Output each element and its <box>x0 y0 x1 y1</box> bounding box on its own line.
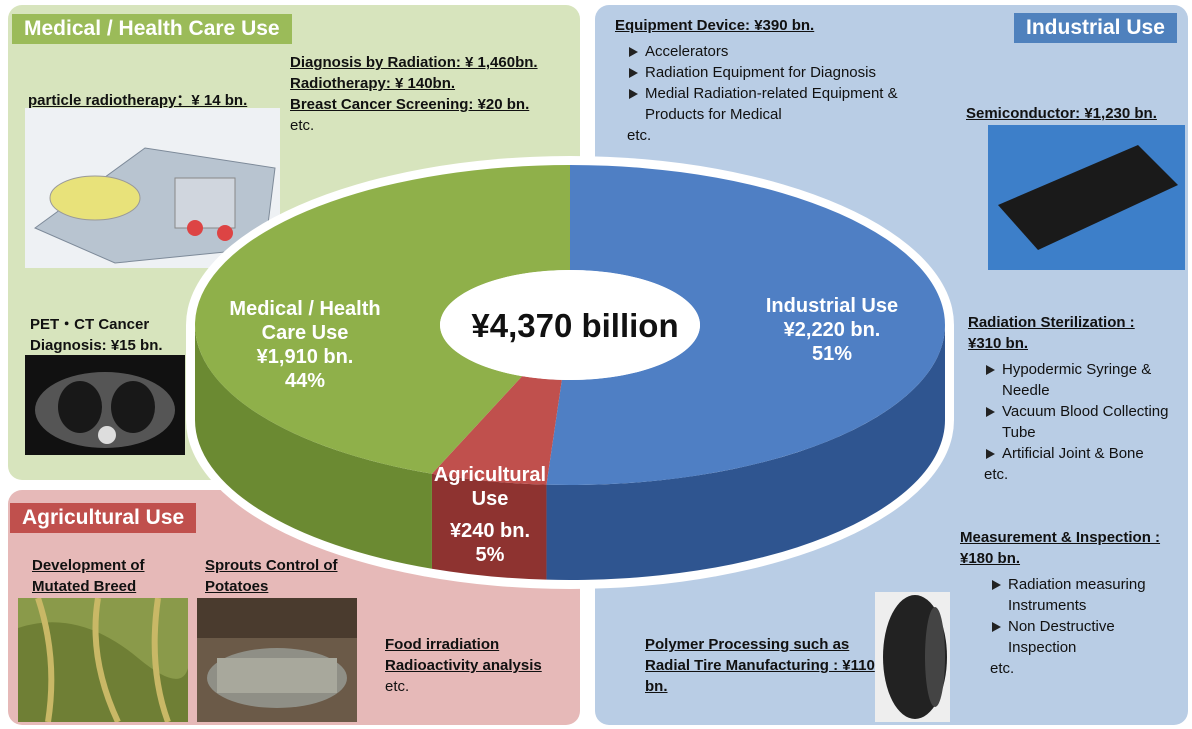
breed-label: Development of Mutated Breed <box>32 557 145 595</box>
particle-label: particle radiotherapy：¥ 14 bn. <box>28 92 248 109</box>
list-item: Hypodermic Syringe & Needle <box>984 359 1174 401</box>
list-item: Radiation Equipment for Diagnosis <box>627 62 935 83</box>
list-item: Accelerators <box>627 41 935 62</box>
wedge-label: Agricultural Use ¥240 bn. 5% <box>420 463 560 567</box>
semiconductor-image <box>988 125 1185 270</box>
measurement-block: Measurement & Inspection : ¥180 bn. Radi… <box>960 527 1188 679</box>
wedge-name: Industrial Use <box>765 295 899 317</box>
equipment-title: Equipment Device: ¥390 bn. <box>615 17 815 34</box>
center-total: ¥4,370 billion <box>471 307 678 344</box>
wedge-percent: 44% <box>284 370 326 392</box>
wedge-amount: ¥2,220 bn. <box>783 319 881 341</box>
diagnosis-block: Diagnosis by Radiation: ¥ 1,460bn. Radio… <box>290 52 538 136</box>
food-line: Food irradiation <box>385 636 500 653</box>
potato-facility-image <box>197 598 357 722</box>
wedge <box>546 164 946 485</box>
sterilization-title: Radiation Sterilization : ¥310 bn. <box>968 314 1135 352</box>
food-line: Radioactivity analysis <box>385 657 542 674</box>
diagnosis-line: Radiotherapy: ¥ 140bn. <box>290 75 456 92</box>
wedge-amount: ¥1,910 bn. <box>256 346 354 368</box>
list-item: Artificial Joint & Bone <box>984 443 1174 464</box>
measurement-list: Radiation measuring Instruments Non Dest… <box>990 574 1180 658</box>
agricultural-heading: Agricultural Use <box>10 503 197 533</box>
wedge-side <box>431 473 547 580</box>
list-item: Non Destructive Inspection <box>990 616 1180 658</box>
polymer-label: Polymer Processing such as Radial Tire M… <box>645 636 875 695</box>
etc: etc. <box>984 466 1009 483</box>
sterilization-block: Radiation Sterilization : ¥310 bn. Hypod… <box>968 312 1183 485</box>
measurement-title: Measurement & Inspection : ¥180 bn. <box>960 529 1161 567</box>
list-item: Radiation measuring Instruments <box>990 574 1180 616</box>
diagnosis-line: Diagnosis by Radiation: ¥ 1,460bn. <box>290 54 538 71</box>
wedge-side <box>195 325 432 569</box>
sterilization-list: Hypodermic Syringe & Needle Vacuum Blood… <box>984 359 1174 464</box>
list-item: Vacuum Blood Collecting Tube <box>984 401 1174 443</box>
etc: etc. <box>990 660 1015 677</box>
pet-label: PET・CT Cancer Diagnosis: ¥15 bn. <box>30 316 163 354</box>
diagnosis-line: Breast Cancer Screening: ¥20 bn. <box>290 96 530 113</box>
wedge-percent: 5% <box>475 544 505 566</box>
particle-facility-image <box>25 108 280 268</box>
center-hole <box>440 270 700 380</box>
wedge-label: Medical / Health Care Use ¥1,910 bn. 44% <box>205 297 405 393</box>
wedge-name: Agricultural Use <box>433 464 547 510</box>
wedge <box>194 165 571 474</box>
wedge-name: Medical / Health Care Use <box>229 298 381 344</box>
wedge <box>431 376 562 485</box>
wedge-label: Industrial Use ¥2,220 bn. 51% <box>745 294 920 366</box>
tire-image <box>875 592 950 722</box>
wedge-side <box>546 325 945 580</box>
etc: etc. <box>385 678 410 695</box>
list-item: Medial Radiation-related Equipment & Pro… <box>627 83 935 125</box>
sprouts-label: Sprouts Control of Potatoes <box>205 557 338 595</box>
etc: etc. <box>290 117 315 134</box>
industrial-heading: Industrial Use <box>1014 13 1177 43</box>
ct-image <box>25 355 185 455</box>
semiconductor-label: Semiconductor: ¥1,230 bn. <box>966 105 1157 122</box>
food-block: Food irradiation Radioactivity analysis … <box>385 634 542 697</box>
equipment-list: Accelerators Radiation Equipment for Dia… <box>627 41 935 125</box>
wedge-percent: 51% <box>811 343 853 365</box>
rice-image <box>18 598 188 722</box>
etc: etc. <box>627 127 652 144</box>
wedge-amount: ¥240 bn. <box>449 520 531 542</box>
equipment-block: Equipment Device: ¥390 bn. Accelerators … <box>615 15 935 146</box>
medical-heading: Medical / Health Care Use <box>12 14 292 44</box>
